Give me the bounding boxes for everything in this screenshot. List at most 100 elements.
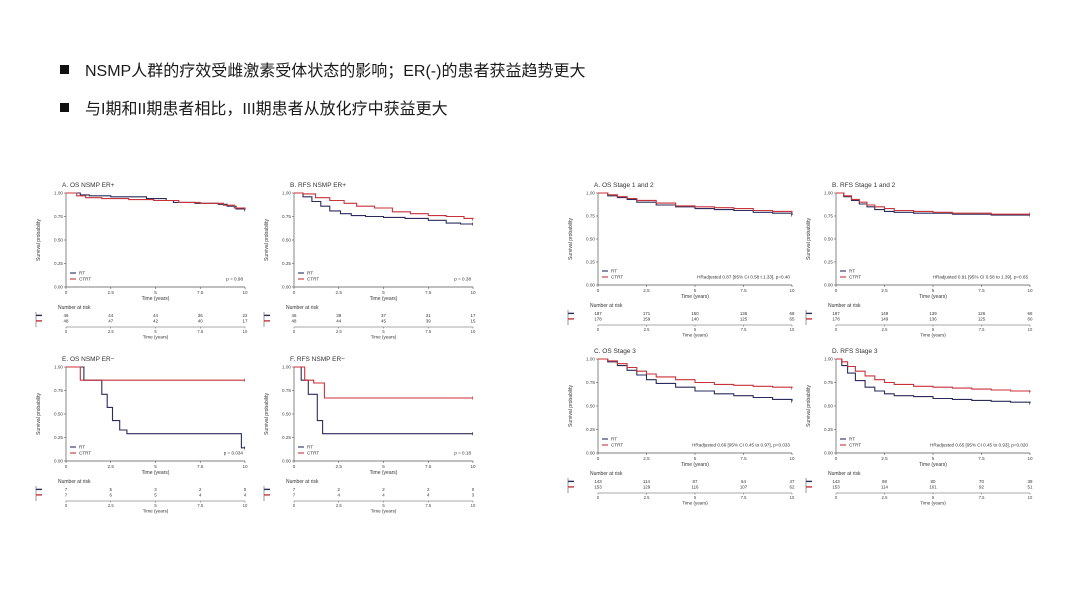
km-curve-ctrt [66, 192, 246, 209]
risk-x-tick-label: 2.5 [644, 327, 650, 332]
risk-count: 149 [881, 317, 889, 322]
risk-count: 143 [832, 479, 840, 484]
x-tick-label: 0 [65, 290, 68, 295]
x-axis-label: Time (years) [681, 294, 709, 300]
x-axis-label: Time (years) [919, 294, 947, 300]
y-tick-label: 0.75 [54, 388, 63, 393]
y-tick-label: 1.00 [282, 191, 291, 196]
y-tick-label: 0.00 [586, 451, 595, 456]
risk-x-tick-label: 5 [932, 327, 935, 332]
risk-count: 48 [64, 319, 69, 324]
risk-count: 139 [929, 311, 937, 316]
risk-table-title: Number at risk [58, 305, 91, 311]
risk-count: 51 [1028, 485, 1033, 490]
x-tick-label: 2.5 [108, 464, 115, 469]
bullet-text: NSMP人群的疗效受雌激素受体状态的影响；ER(-)的患者获益趋势更大 [85, 63, 586, 80]
km-curve-rt [294, 192, 473, 225]
x-tick-label: 7.5 [978, 288, 985, 293]
risk-count: 107 [740, 485, 748, 490]
x-tick-label: 5 [694, 288, 697, 293]
risk-count: 0 [472, 487, 475, 492]
x-tick-label: 0 [597, 288, 600, 293]
y-tick-label: 0.25 [586, 260, 595, 265]
x-tick-label: 2.5 [881, 456, 888, 461]
risk-count: 65 [790, 317, 795, 322]
y-axis-label: Survival probability [264, 219, 270, 261]
y-tick-label: 1.00 [824, 191, 833, 196]
y-tick-label: 0.25 [824, 260, 833, 265]
y-tick-label: 0.25 [586, 427, 595, 432]
risk-x-tick-label: 7.5 [197, 503, 203, 508]
km-panel-os-er-pos: A. OS NSMP ER+ 0.00 0.25 0.50 0.75 1.00 0 2.5 5 7… [35, 182, 248, 340]
risk-x-tick-label: 2.5 [336, 503, 342, 508]
risk-count: 114 [643, 479, 651, 484]
y-tick-label: 0.50 [54, 412, 63, 417]
risk-count: 159 [643, 317, 651, 322]
y-axis-label: Survival probability [36, 393, 42, 435]
risk-x-axis-label: Time (years) [682, 501, 708, 506]
x-tick-label: 10 [1027, 288, 1033, 293]
bullet-list: NSMP人群的疗效受雌激素受体状态的影响；ER(-)的患者获益趋势更大 与I期和… [60, 58, 585, 134]
p-value-annotation: p = 0.18 [454, 451, 471, 456]
x-tick-label: 7.5 [740, 456, 747, 461]
risk-count: 66 [1028, 311, 1033, 316]
y-tick-label: 0.50 [54, 238, 63, 243]
y-tick-label: 0.00 [54, 459, 63, 464]
chart-title: A. OS NSMP ER+ [62, 182, 115, 189]
risk-count: 4 [427, 493, 430, 498]
risk-count: 7 [293, 487, 296, 492]
legend-label: RT [307, 445, 313, 450]
risk-x-tick-label: 0 [597, 327, 600, 332]
risk-count: 7 [65, 487, 68, 492]
y-tick-label: 0.50 [586, 237, 595, 242]
risk-count: 68 [790, 311, 795, 316]
risk-count: 140 [691, 317, 699, 322]
risk-x-axis-label: Time (years) [920, 333, 946, 338]
x-tick-label: 0 [293, 464, 296, 469]
risk-x-tick-label: 10 [1028, 327, 1033, 332]
risk-count: 4 [244, 493, 247, 498]
risk-x-tick-label: 10 [790, 495, 795, 500]
km-panel-rfs-er-neg: F. RFS NSMP ER− 0.00 0.25 0.50 0.75 1.00 0 2.5 5… [263, 356, 476, 514]
km-curve-ctrt [836, 358, 1031, 392]
x-tick-label: 2.5 [336, 464, 343, 469]
bullet-text: 与I期和II期患者相比，III期患者从放化疗中获益更大 [85, 101, 448, 118]
km-curve-rt [598, 358, 793, 402]
y-tick-label: 1.00 [282, 365, 291, 370]
y-tick-label: 1.00 [586, 191, 595, 196]
risk-count: 37 [381, 313, 386, 318]
risk-x-axis-label: Time (years) [371, 335, 397, 340]
risk-count: 64 [741, 479, 746, 484]
legend-label: RT [79, 445, 85, 450]
risk-count: 17 [243, 319, 248, 324]
x-tick-label: 10 [470, 464, 476, 469]
risk-count: 5 [110, 487, 113, 492]
risk-count: 98 [882, 479, 887, 484]
y-tick-label: 0.75 [282, 214, 291, 219]
x-tick-label: 0 [597, 456, 600, 461]
y-tick-label: 0.00 [824, 451, 833, 456]
risk-count: 38 [336, 313, 341, 318]
x-tick-label: 10 [789, 456, 795, 461]
risk-count: 31 [426, 313, 431, 318]
x-tick-label: 5 [154, 464, 157, 469]
legend-label: CTRT [307, 277, 319, 282]
risk-x-tick-label: 5 [694, 495, 697, 500]
risk-x-tick-label: 10 [243, 503, 248, 508]
p-value-annotation: HRadjusted 0.65 [95% CI 0.45 to 0.93], p… [930, 443, 1028, 448]
km-curve-rt [294, 366, 473, 435]
risk-x-tick-label: 2.5 [882, 327, 888, 332]
y-tick-label: 0.75 [824, 380, 833, 385]
y-tick-label: 0.25 [824, 427, 833, 432]
risk-count: 3 [154, 487, 157, 492]
bullet-square-icon [60, 64, 69, 74]
risk-count: 2 [338, 487, 341, 492]
x-tick-label: 5 [154, 290, 157, 295]
chart-title: D. RFS Stage 3 [832, 348, 878, 355]
risk-x-tick-label: 0 [65, 329, 68, 334]
risk-count: 47 [790, 479, 795, 484]
y-tick-label: 0.75 [54, 214, 63, 219]
bullet-square-icon [60, 102, 69, 112]
risk-x-tick-label: 0 [597, 495, 600, 500]
risk-x-axis-label: Time (years) [371, 509, 397, 514]
